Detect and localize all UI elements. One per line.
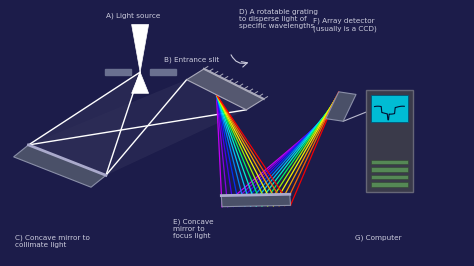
Text: D) A rotatable grating
to disperse light of
specific wavelengths: D) A rotatable grating to disperse light… [239,9,319,29]
FancyBboxPatch shape [365,90,413,192]
Polygon shape [28,72,140,175]
Bar [150,69,175,75]
FancyBboxPatch shape [371,182,408,187]
Polygon shape [14,145,106,187]
Text: G) Computer: G) Computer [356,235,402,241]
Bar [105,69,131,75]
Polygon shape [221,194,291,207]
Polygon shape [132,24,149,72]
Polygon shape [132,72,149,93]
Text: F) Array detector
(usually is a CCD): F) Array detector (usually is a CCD) [313,18,376,32]
Polygon shape [187,69,264,110]
Text: C) Concave mirror to
collimate light: C) Concave mirror to collimate light [15,235,90,248]
Text: A) Light source: A) Light source [106,13,160,19]
Polygon shape [326,92,356,121]
Text: E) Concave
mirror to
focus light: E) Concave mirror to focus light [173,219,214,239]
FancyBboxPatch shape [371,160,408,164]
FancyBboxPatch shape [371,167,408,172]
FancyBboxPatch shape [371,174,408,179]
Polygon shape [28,80,246,175]
Text: B) Entrance slit: B) Entrance slit [164,57,219,64]
FancyBboxPatch shape [371,95,408,122]
